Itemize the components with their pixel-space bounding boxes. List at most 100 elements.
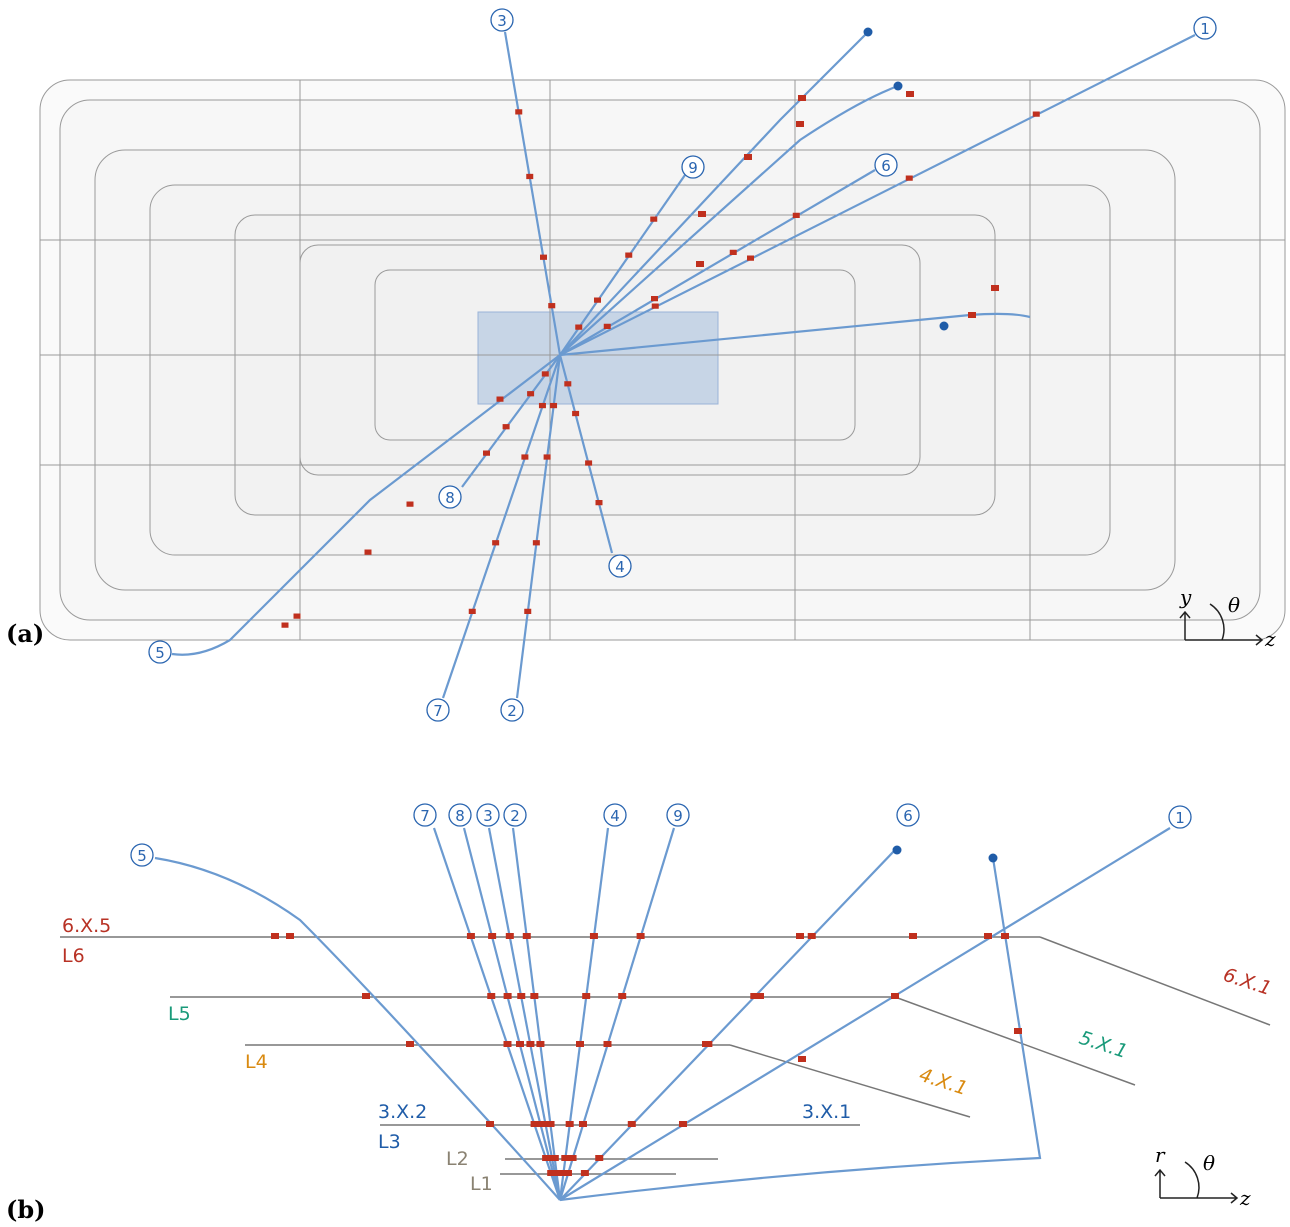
- hit: [504, 993, 512, 999]
- hit: [891, 993, 899, 999]
- hit: [581, 1170, 589, 1176]
- axis-label: θ: [1228, 593, 1240, 617]
- hit: [1014, 1028, 1022, 1034]
- endpoint: [894, 82, 903, 91]
- hit: [561, 1155, 569, 1161]
- track-number: 4: [610, 807, 620, 825]
- hit: [596, 500, 603, 505]
- hit: [564, 381, 571, 386]
- hit: [530, 993, 538, 999]
- hit: [362, 993, 370, 999]
- hit: [504, 1041, 512, 1047]
- hit: [516, 1041, 524, 1047]
- hit: [483, 451, 490, 456]
- hit: [798, 95, 806, 101]
- layer-label: L5: [168, 1003, 191, 1025]
- layer-label: L2: [446, 1148, 469, 1170]
- hit: [294, 614, 301, 619]
- hit: [545, 1155, 553, 1161]
- hit: [542, 371, 549, 376]
- hit: [906, 176, 913, 181]
- axes-icon: [1155, 604, 1262, 1203]
- axis-label: z: [1239, 1186, 1251, 1210]
- hit: [798, 1056, 806, 1062]
- track-number: 8: [445, 489, 455, 507]
- hit: [909, 933, 917, 939]
- hit: [282, 623, 289, 628]
- hit: [548, 303, 555, 308]
- hit: [575, 325, 582, 330]
- hit: [497, 397, 504, 402]
- hit: [407, 502, 414, 507]
- hit: [991, 285, 999, 291]
- hit: [796, 933, 804, 939]
- track-number: 2: [507, 702, 517, 720]
- hit: [582, 993, 590, 999]
- hit: [467, 933, 475, 939]
- hit: [679, 1121, 687, 1127]
- layer-label: 3.X.2: [378, 1101, 427, 1123]
- layer-label: L6: [62, 945, 85, 967]
- hit: [594, 298, 601, 303]
- hit: [1001, 933, 1009, 939]
- hit: [651, 296, 658, 301]
- track-number: 6: [881, 157, 891, 175]
- hit: [572, 411, 579, 416]
- track: [464, 828, 560, 1200]
- track: [560, 828, 608, 1200]
- track: [560, 850, 895, 1200]
- track-number: 7: [420, 807, 430, 825]
- hit: [533, 540, 540, 545]
- hit: [515, 109, 522, 114]
- hit: [517, 993, 525, 999]
- hit: [486, 1121, 494, 1127]
- track-number: 6: [903, 807, 913, 825]
- track-number: 1: [1175, 809, 1185, 827]
- track: [560, 828, 674, 1200]
- hit: [365, 550, 372, 555]
- track: [155, 858, 560, 1200]
- hit: [968, 312, 976, 318]
- track: [560, 858, 1040, 1200]
- hit: [906, 91, 914, 97]
- hit: [604, 324, 611, 329]
- hit: [521, 454, 528, 459]
- hit: [628, 1121, 636, 1127]
- track-number: 2: [510, 807, 520, 825]
- track-number: 8: [455, 807, 465, 825]
- track: [560, 828, 1170, 1200]
- track-number: 9: [688, 159, 698, 177]
- hit: [569, 1155, 577, 1161]
- panel-label: (a): [6, 619, 44, 648]
- hit: [544, 454, 551, 459]
- hit: [549, 1170, 557, 1176]
- track-number: 3: [497, 12, 507, 30]
- hit: [271, 933, 279, 939]
- endpoint: [989, 854, 998, 863]
- hit: [536, 1041, 544, 1047]
- detector-geometry: [40, 80, 1285, 640]
- hit: [550, 403, 557, 408]
- hit: [286, 933, 294, 939]
- hit: [696, 261, 704, 267]
- track-number: 9: [673, 807, 683, 825]
- hit: [698, 211, 706, 217]
- hit: [526, 1041, 534, 1047]
- hit: [537, 1121, 545, 1127]
- layer-label: L4: [245, 1051, 268, 1073]
- layer-label: L1: [470, 1173, 493, 1195]
- hit: [523, 933, 531, 939]
- track-number: 5: [137, 847, 147, 865]
- hit: [625, 253, 632, 258]
- hit: [526, 174, 533, 179]
- hit: [604, 1041, 612, 1047]
- hit: [808, 933, 816, 939]
- hit: [984, 933, 992, 939]
- axis-label: θ: [1203, 1151, 1215, 1175]
- track-number: 4: [615, 558, 625, 576]
- axis-label: y: [1179, 585, 1192, 609]
- hit: [487, 993, 495, 999]
- hit: [506, 933, 514, 939]
- track: [489, 828, 560, 1200]
- hit: [744, 154, 752, 160]
